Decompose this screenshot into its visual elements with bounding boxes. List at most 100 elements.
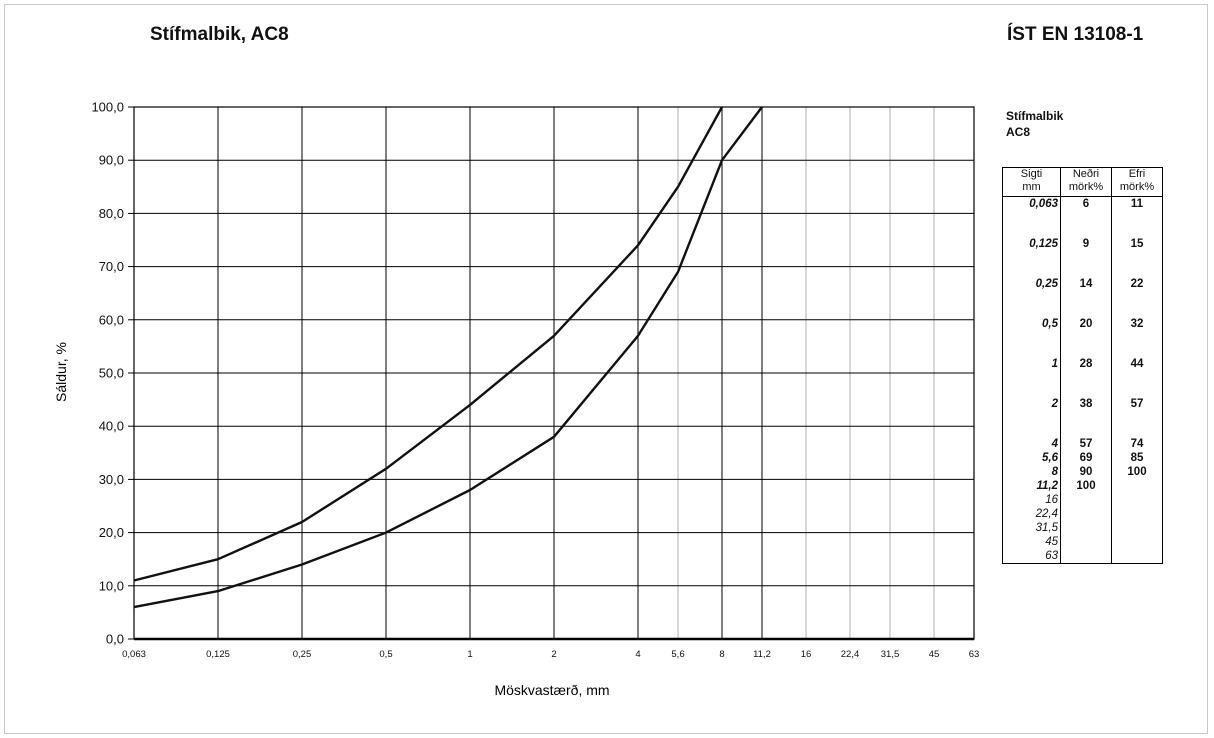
table-row: 31,5: [1002, 521, 1163, 535]
table-row: 63: [1002, 549, 1163, 564]
side-panel-title: Stífmalbik AC8: [1006, 108, 1063, 140]
sieve-cell: 63: [1002, 549, 1061, 564]
sieve-cell: 0,5: [1002, 317, 1061, 357]
y-tick-label: 40,0: [99, 419, 124, 434]
lower-limit-cell: 14: [1060, 277, 1112, 317]
x-tick-label: 5,6: [671, 649, 684, 660]
table-row: 11,2 100: [1002, 479, 1163, 493]
x-tick-label: 16: [801, 649, 812, 660]
lower-limit-cell: 28: [1060, 357, 1112, 397]
table-row: 1 28 44: [1002, 357, 1163, 397]
lower-limit-cell: [1060, 549, 1112, 564]
upper-limit-cell: 15: [1111, 237, 1163, 277]
chart-title: Stífmalbik, AC8: [150, 24, 289, 45]
sieve-cell: 5,6: [1002, 451, 1061, 465]
table-row: 0,125 9 15: [1002, 237, 1163, 277]
lower-limit-cell: 9: [1060, 237, 1112, 277]
chart-frame: [4, 4, 1208, 734]
x-tick-label: 45: [929, 649, 940, 660]
y-tick-label: 60,0: [99, 312, 124, 327]
x-tick-label: 1: [467, 649, 472, 660]
lower-limit-line: [133, 106, 763, 609]
col-lower-header: Neðri mörk%: [1060, 167, 1112, 197]
upper-limit-cell: [1111, 535, 1163, 549]
x-tick-label: 8: [719, 649, 724, 660]
upper-limit-cell: 32: [1111, 317, 1163, 357]
x-tick-label: 0,5: [379, 649, 392, 660]
grading-limits-table: Sigti mm Neðri mörk% Efri mörk% 0,063 6 11 0,1…: [1002, 167, 1163, 564]
table-row: 22,4: [1002, 507, 1163, 521]
x-tick-label: 31,5: [881, 649, 900, 660]
y-tick-label: 80,0: [99, 206, 124, 221]
lower-limit-cell: [1060, 535, 1112, 549]
table-row: 2 38 57: [1002, 397, 1163, 437]
standard-label: ÍST EN 13108-1: [1007, 24, 1144, 45]
upper-limit-cell: 57: [1111, 397, 1163, 437]
y-tick-label: 50,0: [99, 366, 124, 381]
lower-limit-cell: 69: [1060, 451, 1112, 465]
upper-limit-cell: [1111, 549, 1163, 564]
sieve-cell: 4: [1002, 437, 1061, 451]
upper-limit-cell: 74: [1111, 437, 1163, 451]
x-tick-labels: 0,063 0,125 0,25 0,5 1 2 4 5,6 8 11,2 16 22,4 31,5 45…: [122, 649, 979, 660]
col-upper-header: Efri mörk%: [1111, 167, 1163, 197]
sieve-cell: 0,125: [1002, 237, 1061, 277]
sieve-cell: 31,5: [1002, 521, 1061, 535]
sieve-cell: 0,25: [1002, 277, 1061, 317]
sieve-cell: 16: [1002, 493, 1061, 507]
x-tick-label: 0,063: [122, 649, 146, 660]
table-row: 16: [1002, 493, 1163, 507]
x-tick-label: 11,2: [753, 649, 771, 660]
grading-chart: 0,063 0,125 0,25 0,5 1 2 4 5,6 8 11,2 16 22,4 31,5 45…: [53, 100, 979, 699]
lower-limit-cell: 6: [1060, 196, 1112, 237]
sieve-cell: 8: [1002, 465, 1061, 479]
table-row: 0,063 6 11: [1002, 196, 1163, 237]
table-row: 8 90 100: [1002, 465, 1163, 479]
upper-limit-cell: 44: [1111, 357, 1163, 397]
upper-limit-cell: [1111, 507, 1163, 521]
plot-area: [133, 106, 763, 609]
side-title-line2: AC8: [1006, 125, 1031, 139]
y-axis-label: Sáldur, %: [53, 342, 69, 402]
upper-limit-cell: [1111, 521, 1163, 535]
table-row: 0,5 20 32: [1002, 317, 1163, 357]
lower-limit-cell: 20: [1060, 317, 1112, 357]
lower-limit-cell: [1060, 493, 1112, 507]
x-tick-label: 22,4: [841, 649, 860, 660]
x-axis-label: Möskvastærð, mm: [494, 682, 609, 698]
y-tick-label: 90,0: [99, 153, 124, 168]
upper-limit-cell: [1111, 493, 1163, 507]
table-row: 0,25 14 22: [1002, 277, 1163, 317]
lower-limit-cell: [1060, 507, 1112, 521]
y-tick-label: 20,0: [99, 525, 124, 540]
y-tick-label: 70,0: [99, 259, 124, 274]
sieve-cell: 22,4: [1002, 507, 1061, 521]
x-tick-label: 4: [635, 649, 640, 660]
table-row: 4 57 74: [1002, 437, 1163, 451]
x-tick-label: 0,25: [293, 649, 312, 660]
y-tick-label: 30,0: [99, 472, 124, 487]
upper-limit-cell: [1111, 479, 1163, 493]
y-tick-labels: 0,0 10,0 20,0 30,0 40,0 50,0 60,0 70,0 80,0 90,0 1…: [91, 100, 134, 647]
x-tick-label: 2: [551, 649, 556, 660]
col-sieve-header: Sigti mm: [1002, 167, 1061, 197]
upper-limit-cell: 22: [1111, 277, 1163, 317]
y-tick-label: 0,0: [106, 632, 124, 647]
table-header-row: Sigti mm Neðri mörk% Efri mörk%: [1002, 167, 1163, 197]
lower-limit-cell: [1060, 521, 1112, 535]
x-tick-label: 0,125: [206, 649, 230, 660]
table-row: 45: [1002, 535, 1163, 549]
sieve-cell: 2: [1002, 397, 1061, 437]
lower-limit-cell: 90: [1060, 465, 1112, 479]
lower-limit-cell: 38: [1060, 397, 1112, 437]
upper-limit-line: [133, 106, 724, 582]
upper-limit-cell: 85: [1111, 451, 1163, 465]
side-title-line1: Stífmalbik: [1006, 109, 1064, 123]
chart-grid: [133, 106, 975, 641]
sieve-cell: 11,2: [1002, 479, 1061, 493]
sieve-cell: 0,063: [1002, 196, 1061, 237]
y-tick-label: 100,0: [91, 100, 124, 115]
sieve-cell: 1: [1002, 357, 1061, 397]
lower-limit-cell: 100: [1060, 479, 1112, 493]
y-tick-label: 10,0: [99, 578, 124, 593]
